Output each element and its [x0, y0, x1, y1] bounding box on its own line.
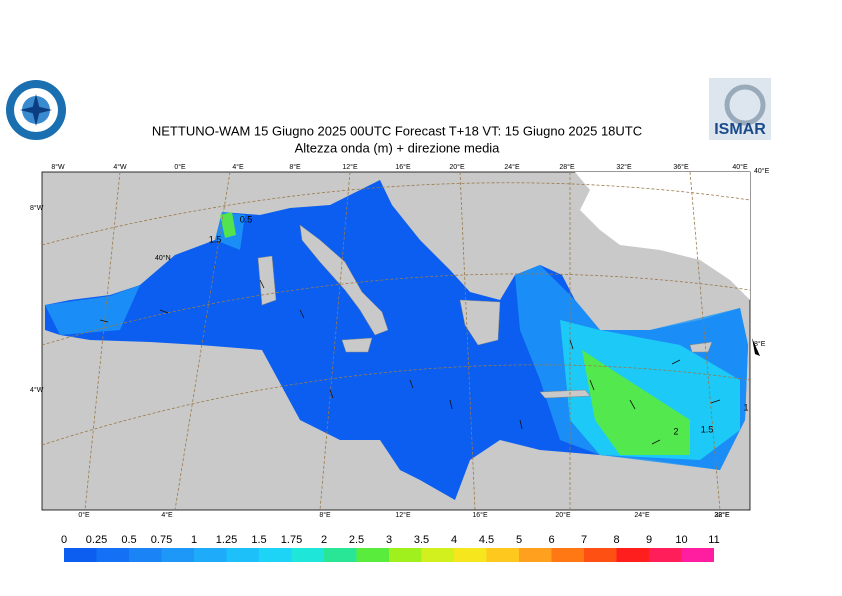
graticule-label: 28°E	[559, 163, 575, 171]
graticule-label: 12°E	[395, 511, 411, 519]
colorbar-label: 3	[386, 534, 392, 546]
graticule-label: 4°W	[30, 386, 44, 394]
graticule-label: 24°E	[634, 511, 650, 519]
colorbar-label: 7	[581, 534, 587, 546]
graticule-label: 28°E	[714, 511, 730, 519]
colorbar-swatch	[486, 548, 519, 562]
graticule-label: 20°E	[449, 163, 465, 171]
colorbar-swatch	[259, 548, 292, 562]
colorbar-swatch	[681, 548, 714, 562]
contour-label: 1.5	[701, 424, 714, 434]
graticule-label: 4°E	[232, 163, 244, 171]
graticule-label: 16°E	[472, 511, 488, 519]
graticule-label: 36°E	[673, 163, 689, 171]
logo-text: ISMAR	[714, 121, 766, 138]
colorbar-label: 0	[61, 534, 67, 546]
colorbar-label: 1.25	[216, 534, 237, 546]
subtitle: Altezza onda (m) + direzione media	[295, 140, 501, 155]
colorbar-swatch	[454, 548, 487, 562]
colorbar-swatch	[421, 548, 454, 562]
colorbar-swatch	[519, 548, 552, 562]
colorbar-label: 9	[646, 534, 652, 546]
colorbar-label: 10	[675, 534, 687, 546]
graticule-label: 8°W	[30, 204, 44, 212]
title: NETTUNO-WAM 15 Giugno 2025 00UTC Forecas…	[152, 123, 642, 138]
graticule-label: 40°E	[732, 163, 748, 171]
right-logo: ISMAR	[709, 78, 771, 140]
graticule-label: 20°E	[555, 511, 571, 519]
colorbar-label: 3.5	[414, 534, 429, 546]
graticule-label: 40°N	[155, 254, 171, 262]
graticule-label: 8°W	[51, 163, 65, 171]
graticule-label: 4°E	[161, 511, 173, 519]
graticule-label: 24°E	[504, 163, 520, 171]
colorbar-label: 5	[516, 534, 522, 546]
direction-arrows	[99, 279, 760, 445]
graticule-label: 16°E	[395, 163, 411, 171]
contour-label: 0.5	[240, 214, 253, 224]
colorbar-label: 0.25	[86, 534, 107, 546]
contour-label: 1.5	[209, 234, 222, 244]
contour-label: 2	[673, 426, 678, 436]
graticule-label: 8°E	[289, 163, 301, 171]
graticule-label: 0°E	[78, 511, 90, 519]
colorbar-swatch	[194, 548, 227, 562]
colorbar-swatch	[616, 548, 649, 562]
colorbar-label: 1.5	[251, 534, 266, 546]
colorbar-swatch	[96, 548, 129, 562]
graticule-label: 32°E	[714, 511, 730, 519]
colorbar-swatch	[389, 548, 422, 562]
colorbar-label: 6	[548, 534, 554, 546]
graticule-label: 8°E	[754, 340, 766, 348]
colorbar-label: 1	[191, 534, 197, 546]
colorbar-swatch	[226, 548, 259, 562]
colorbar-label: 2.5	[349, 534, 364, 546]
colorbar-swatch	[129, 548, 162, 562]
colorbar-swatch	[161, 548, 194, 562]
graticule-label: 8°E	[319, 511, 331, 519]
colorbar-label: 0.75	[151, 534, 172, 546]
graticule-label: 0°E	[174, 163, 186, 171]
graticule-label: 4°W	[113, 163, 127, 171]
map	[41, 171, 760, 511]
colorbar-label: 4	[451, 534, 457, 546]
colorbar-swatch	[356, 548, 389, 562]
graticule-label: 40°E	[754, 167, 770, 175]
colorbar-label: 8	[613, 534, 619, 546]
colorbar-label: 2	[321, 534, 327, 546]
colorbar-label: 0.5	[121, 534, 136, 546]
colorbar-swatch	[649, 548, 682, 562]
contour-label: 1	[743, 402, 748, 412]
colorbar-swatch	[584, 548, 617, 562]
graticule-label: 32°E	[616, 163, 632, 171]
left-logo	[6, 80, 66, 140]
colorbar-swatch	[324, 548, 357, 562]
colorbar-label: 4.5	[479, 534, 494, 546]
colorbar-label: 1.75	[281, 534, 302, 546]
colorbar-label: 11	[708, 534, 719, 546]
colorbar-swatch	[64, 548, 97, 562]
graticule-label: 12°E	[342, 163, 358, 171]
colorbar-swatch	[291, 548, 324, 562]
colorbar-swatch	[551, 548, 584, 562]
